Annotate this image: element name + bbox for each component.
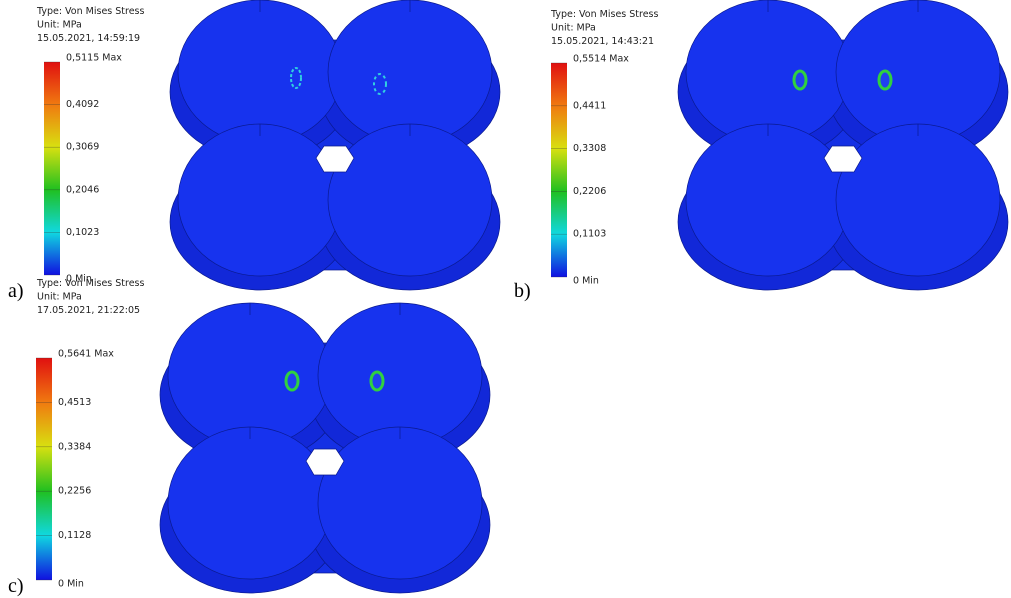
model-a <box>170 0 500 290</box>
scale-label: 0,2206 <box>573 186 606 197</box>
unit: Unit: MPa <box>551 23 596 34</box>
unit: Unit: MPa <box>37 292 82 303</box>
result-type: Type: Von Mises Stress <box>550 9 659 20</box>
page: {"panels": [ {"label": "a)", "result_typ… <box>0 0 1011 598</box>
timestamp: 15.05.2021, 14:43:21 <box>551 36 654 47</box>
scale-label: 0,5115 Max <box>66 53 122 64</box>
scale-label: 0 Min <box>573 276 599 287</box>
scale-label: 0,1128 <box>58 530 91 541</box>
figure: Type: Von Mises Stress Unit: MPa 15.05.202… <box>0 0 1011 598</box>
timestamp: 15.05.2021, 14:59:19 <box>37 33 140 44</box>
scale-label: 0,4411 <box>573 100 606 111</box>
color-bar <box>36 358 52 580</box>
scale-label: 0,1023 <box>66 227 99 238</box>
scale-label: 0,5641 Max <box>58 349 114 360</box>
scale-label: 0,3384 <box>58 441 91 452</box>
scale-label: 0,4513 <box>58 397 91 408</box>
scale-label: 0,2046 <box>66 184 99 195</box>
scale-label: 0,4092 <box>66 99 99 110</box>
scale-label: 0,1103 <box>573 229 606 240</box>
scale-label: 0 Min <box>58 579 84 590</box>
result-type: Type: Von Mises Stress <box>36 6 145 17</box>
panel-label: a) <box>8 280 24 302</box>
scale-label: 0,5514 Max <box>573 54 629 65</box>
unit: Unit: MPa <box>37 20 82 31</box>
timestamp: 17.05.2021, 21:22:05 <box>37 305 140 316</box>
panel-label: b) <box>514 280 531 302</box>
color-bar <box>551 63 567 277</box>
panel-label: c) <box>8 575 24 597</box>
scale-label: 0,2256 <box>58 486 91 497</box>
scale-label: 0,3308 <box>573 143 606 154</box>
model-b <box>678 0 1008 290</box>
model-c <box>160 303 490 593</box>
scale-label: 0,3069 <box>66 142 99 153</box>
color-bar <box>44 62 60 275</box>
result-type: Type: Von Mises Stress <box>36 278 145 289</box>
